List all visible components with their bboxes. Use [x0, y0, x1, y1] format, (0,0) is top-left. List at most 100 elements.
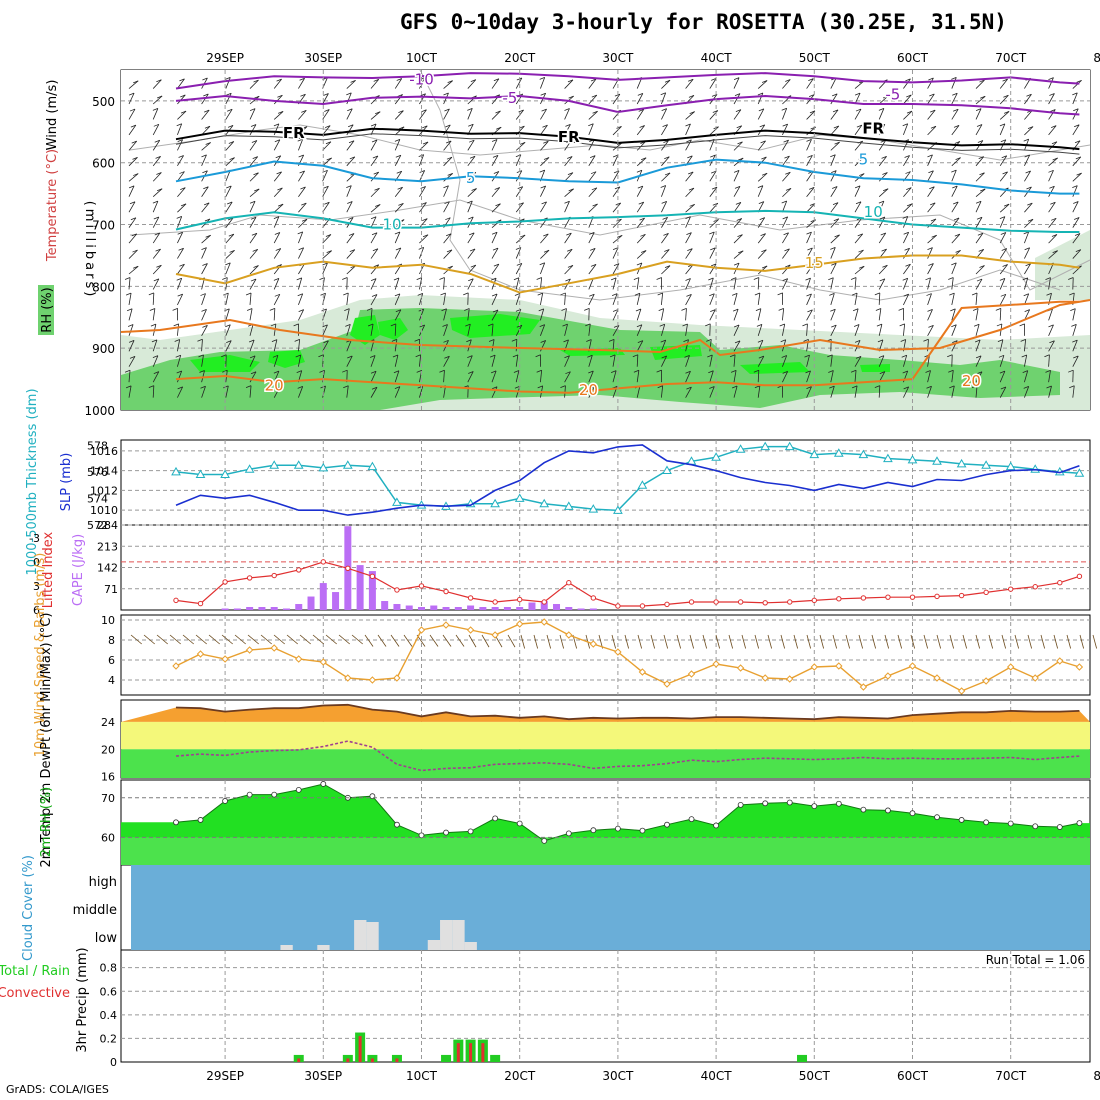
- wind-barb-flag: [249, 200, 256, 204]
- lifted-index-point: [860, 595, 867, 601]
- wind-barb-flag: [560, 292, 566, 296]
- wind-barb: [903, 78, 911, 89]
- rh2m-point: [173, 819, 179, 826]
- wind-barb: [757, 185, 764, 197]
- wind-barb: [975, 324, 980, 336]
- wind-barb-flag: [802, 323, 808, 327]
- wind-barb-flag: [1023, 293, 1029, 297]
- wind-barb: [128, 173, 139, 182]
- wind-speed-point: [393, 674, 401, 682]
- wind-barb-flag: [955, 249, 961, 253]
- lifted-index-point: [664, 601, 670, 608]
- wind-barb-flag: [250, 124, 257, 127]
- wind-speed-point: [245, 646, 254, 654]
- wind-barb-flag: [686, 139, 692, 143]
- wind-barb-flag: [975, 200, 982, 204]
- temperature-contour-fr-2: [175, 133, 1080, 155]
- wind-barb: [152, 140, 161, 151]
- wind-barb-flag: [156, 172, 162, 175]
- wind-barb: [152, 232, 161, 244]
- wind-barb-flag: [927, 309, 933, 312]
- wind-barb-flag: [998, 354, 1005, 358]
- wind-barb-flag: [807, 154, 813, 158]
- wind-barb: [152, 264, 162, 275]
- rh2m-point: [688, 816, 695, 823]
- wind-barb: [975, 95, 986, 105]
- rh-contour-line: [419, 69, 1061, 301]
- wind-barb-flag: [833, 125, 839, 129]
- wind-barb-flag: [879, 371, 885, 374]
- wind-barb: [661, 79, 671, 89]
- wind-barb: [346, 80, 356, 89]
- contour-label: 20: [265, 376, 284, 394]
- wind-barb: [636, 293, 641, 305]
- wind-barb: [806, 110, 816, 120]
- wind-barb-flag: [133, 173, 139, 176]
- wind-barb-flag: [850, 277, 857, 280]
- wind-barb: [806, 219, 816, 228]
- wind-barb-flag: [274, 293, 280, 297]
- wind-barb: [152, 156, 161, 167]
- wind-barb-flag: [202, 170, 208, 174]
- wind-barb-flag: [639, 125, 645, 128]
- wind-barb-flag: [1052, 157, 1058, 161]
- wind-barb-flag: [616, 126, 622, 129]
- wind-barb-flag: [1051, 234, 1058, 237]
- wind-barb-flag: [758, 108, 764, 112]
- wind-barb-flag: [297, 386, 303, 389]
- thickness-point: [637, 480, 648, 489]
- wind-barb-flag: [712, 110, 718, 113]
- contour-label: FR: [558, 128, 580, 146]
- wind-barb: [685, 171, 694, 182]
- wind-barb: [152, 308, 156, 321]
- wind-barb-flag: [297, 293, 303, 297]
- wind-barb: [540, 108, 547, 120]
- wind-barb-flag: [343, 385, 349, 389]
- wind-barb: [249, 292, 252, 305]
- wind-barb: [346, 233, 355, 244]
- wind-barb-flag: [560, 385, 566, 389]
- wind-barb: [999, 370, 1006, 383]
- wind-barb-flag: [253, 265, 259, 268]
- wind-barb: [709, 277, 714, 290]
- wind-barb-flag: [781, 107, 787, 111]
- lifted-index-point: [296, 567, 302, 573]
- wind-barb: [588, 203, 598, 213]
- cape-tick-label: 71: [104, 583, 118, 596]
- slp-tick-label: 1012: [90, 484, 118, 497]
- wind-barb: [443, 370, 445, 383]
- wind-barb-flag: [343, 292, 349, 296]
- wind-barb: [951, 370, 954, 383]
- wind-barb: [467, 108, 473, 120]
- wind-barb-flag: [253, 79, 259, 83]
- wind-barb-flag: [806, 293, 812, 297]
- wind-barb-flag: [906, 94, 912, 98]
- wind-barb: [540, 249, 550, 259]
- wind-barb: [757, 140, 766, 151]
- thickness-point: [514, 493, 525, 502]
- wind-barb-flag: [180, 203, 187, 207]
- wind-barb-flag: [757, 339, 764, 343]
- wind-barb: [491, 247, 499, 259]
- wind-barb-flag: [128, 340, 135, 343]
- wind-barb-flag: [446, 140, 452, 144]
- wind-barb-flag: [251, 140, 258, 143]
- wind-barb: [394, 231, 401, 244]
- wind-barb: [975, 201, 982, 213]
- wind-barb: [419, 324, 426, 336]
- cape-bar: [528, 602, 536, 610]
- wind-barb: [951, 93, 958, 105]
- wind-barb-flag: [733, 324, 740, 328]
- lifted-tick-label: 6: [33, 604, 40, 617]
- wind-barb: [927, 247, 933, 259]
- wind-barb: [1048, 354, 1050, 367]
- wind-barb-10m: [702, 634, 708, 649]
- wind-barb: [636, 308, 642, 321]
- temperature-contour-FR: [175, 127, 1080, 151]
- wind-barb: [661, 108, 668, 120]
- wind-barb: [394, 293, 401, 306]
- wind-barb-flag: [781, 200, 787, 204]
- wind-barb-flag: [852, 308, 859, 312]
- wind-barb: [564, 308, 567, 321]
- wind-barb-flag: [445, 124, 451, 128]
